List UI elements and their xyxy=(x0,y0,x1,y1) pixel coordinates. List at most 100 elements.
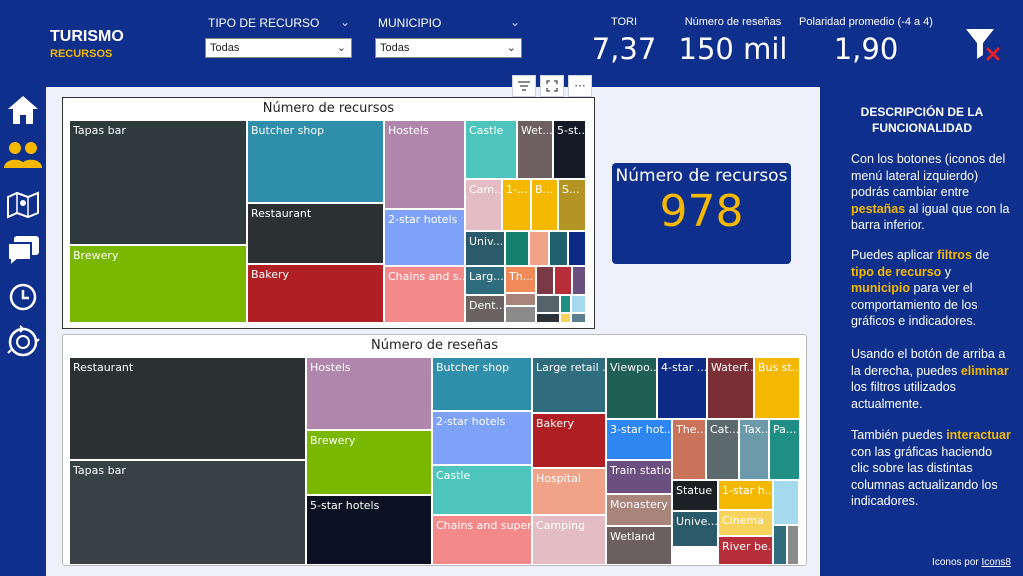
recursos-tile[interactable] xyxy=(549,231,568,266)
recursos-tile[interactable]: Th... xyxy=(505,266,536,293)
funnel-clear-icon[interactable] xyxy=(964,25,1004,65)
resenas-tile[interactable]: Hospital xyxy=(532,468,606,515)
resenas-tile[interactable]: Cat... xyxy=(706,419,739,480)
filter-label-tipo: TIPO DE RECURSO xyxy=(208,16,320,30)
recursos-tile[interactable]: Hostels xyxy=(384,120,465,209)
focus-mode-icon[interactable] xyxy=(540,75,564,97)
header-bar: TURISMO RECURSOS TIPO DE RECURSO ⌄ Todas… xyxy=(0,0,1023,87)
resenas-tile[interactable]: Viewpo... xyxy=(606,357,657,419)
resenas-tile[interactable]: Brewery xyxy=(306,430,432,495)
tipo-recurso-value: Todas xyxy=(210,42,240,54)
recursos-tile[interactable]: Bakery xyxy=(247,264,384,323)
recursos-tile[interactable]: Butcher shop xyxy=(247,120,384,203)
recursos-tile[interactable] xyxy=(560,313,571,323)
description-paragraph: Usando el botón de arriba a la derecha, … xyxy=(851,347,1009,411)
resenas-tile[interactable]: The... xyxy=(672,419,706,480)
resenas-tile[interactable]: Chains and super... xyxy=(432,515,532,565)
recursos-tile[interactable]: Larg... xyxy=(465,266,505,295)
resenas-tile[interactable]: Monastery xyxy=(606,494,672,526)
description-title: DESCRIPCIÓN DE LA FUNCIONALIDAD xyxy=(860,105,984,135)
resenas-tile[interactable]: Camping xyxy=(532,515,606,565)
recursos-tile[interactable]: Univ... xyxy=(465,231,505,266)
recursos-tile[interactable]: Restaurant xyxy=(247,203,384,264)
recursos-tile[interactable]: S... xyxy=(558,179,586,231)
recursos-tile[interactable]: Brewery xyxy=(69,245,247,323)
resenas-tile[interactable]: Pa... xyxy=(769,419,800,480)
resenas-tile[interactable]: 4-star ... xyxy=(657,357,707,419)
recursos-tile[interactable] xyxy=(536,266,554,295)
kpi-tori-label: TORI xyxy=(610,16,638,28)
resenas-tile[interactable]: Castle xyxy=(432,465,532,515)
resenas-tile[interactable]: 1-star h... xyxy=(718,480,773,510)
kpi-resenas-value: 150 mil xyxy=(678,32,788,66)
recursos-tile[interactable]: 1-... xyxy=(502,179,531,231)
resenas-tile[interactable]: Cinema xyxy=(718,510,773,536)
municipio-select[interactable]: Todas ⌄ xyxy=(375,38,522,58)
resenas-tile[interactable] xyxy=(773,480,799,525)
clock-icon[interactable] xyxy=(4,278,42,316)
recursos-tile[interactable] xyxy=(536,313,560,323)
chevron-down-icon: ⌄ xyxy=(506,42,516,54)
recursos-tile[interactable]: Chains and s... xyxy=(384,266,465,323)
recursos-tile[interactable] xyxy=(529,231,549,266)
resenas-tile[interactable]: 3-star hot... xyxy=(606,419,672,460)
recursos-tile[interactable] xyxy=(536,295,560,313)
recursos-tile[interactable]: Wet... xyxy=(517,120,553,179)
resenas-tile[interactable]: Wetland xyxy=(606,526,672,565)
visual-toolbar: ··· xyxy=(512,75,592,97)
kpi-resenas-label: Número de reseñas xyxy=(684,16,782,28)
recursos-tile[interactable]: Dent... xyxy=(465,295,505,323)
filter-lines-icon[interactable] xyxy=(512,75,536,97)
more-options-icon[interactable]: ··· xyxy=(568,75,592,97)
chevron-down-icon: ⌄ xyxy=(336,42,346,54)
recursos-tile[interactable]: Cam... xyxy=(465,179,502,231)
recursos-tile[interactable] xyxy=(505,306,536,323)
resenas-tile[interactable] xyxy=(773,525,787,565)
recursos-tile[interactable] xyxy=(505,231,529,266)
recursos-tile[interactable] xyxy=(568,231,586,266)
resenas-tile[interactable]: Restaurant xyxy=(69,357,306,460)
resenas-tile[interactable]: Waterf... xyxy=(707,357,754,419)
recursos-tile[interactable]: Tapas bar xyxy=(69,120,247,245)
resenas-tile[interactable]: Train station xyxy=(606,460,672,494)
treemap-numero-resenas: Número de reseñas Restaurant Tapas bar Hos… xyxy=(62,334,807,566)
resenas-tile[interactable]: River be... xyxy=(718,536,773,565)
icons8-link[interactable]: Icons8 xyxy=(981,557,1011,568)
recursos-tile[interactable] xyxy=(560,295,571,313)
resenas-tile[interactable]: Tapas bar xyxy=(69,460,306,565)
recursos-tile[interactable] xyxy=(505,293,536,306)
kpi-polaridad-label: Polaridad promedio (-4 a 4) xyxy=(799,16,933,28)
sidebar xyxy=(0,87,46,576)
users-icon[interactable] xyxy=(4,135,42,173)
resenas-tile[interactable]: Butcher shop xyxy=(432,357,532,411)
resenas-tile[interactable]: Large retail ... xyxy=(532,357,606,413)
map-icon[interactable] xyxy=(4,185,42,223)
cycle-icon[interactable] xyxy=(4,323,42,361)
recursos-tile[interactable]: 5-st... xyxy=(553,120,586,179)
resenas-tile[interactable]: Hostels xyxy=(306,357,432,430)
resenas-tile[interactable] xyxy=(787,525,799,565)
recursos-tile[interactable] xyxy=(554,266,572,295)
resenas-tile[interactable]: Bus st... xyxy=(754,357,800,419)
chevron-down-icon[interactable]: ⌄ xyxy=(510,15,521,29)
resenas-tile[interactable]: 2-star hotels xyxy=(432,411,532,465)
resenas-tile[interactable]: Statue xyxy=(672,480,718,511)
chat-icon[interactable] xyxy=(4,232,42,270)
resenas-tile[interactable]: Bakery xyxy=(532,413,606,468)
home-icon[interactable] xyxy=(4,91,42,129)
treemap-numero-recursos: Número de recursos Tapas bar Brewery Butch… xyxy=(62,97,595,329)
chevron-down-icon[interactable]: ⌄ xyxy=(340,15,351,29)
kpi-polaridad-value: 1,90 xyxy=(833,32,899,66)
chart-title: Número de reseñas xyxy=(371,338,498,353)
recursos-tile[interactable] xyxy=(572,266,586,295)
recursos-tile[interactable]: 2-star hotels xyxy=(384,209,465,266)
recursos-tile[interactable] xyxy=(571,295,586,313)
resenas-tile[interactable]: Unive... xyxy=(672,511,718,547)
resenas-tile[interactable]: Tax... xyxy=(739,419,769,480)
recursos-tile[interactable]: B... xyxy=(531,179,558,231)
recursos-tile[interactable]: Castle xyxy=(465,120,517,179)
resenas-tile[interactable]: 5-star hotels xyxy=(306,495,432,565)
description-paragraph: También puedes interactuar con las gráfi… xyxy=(851,428,1011,508)
recursos-tile[interactable] xyxy=(571,313,586,323)
tipo-recurso-select[interactable]: Todas ⌄ xyxy=(205,38,352,58)
